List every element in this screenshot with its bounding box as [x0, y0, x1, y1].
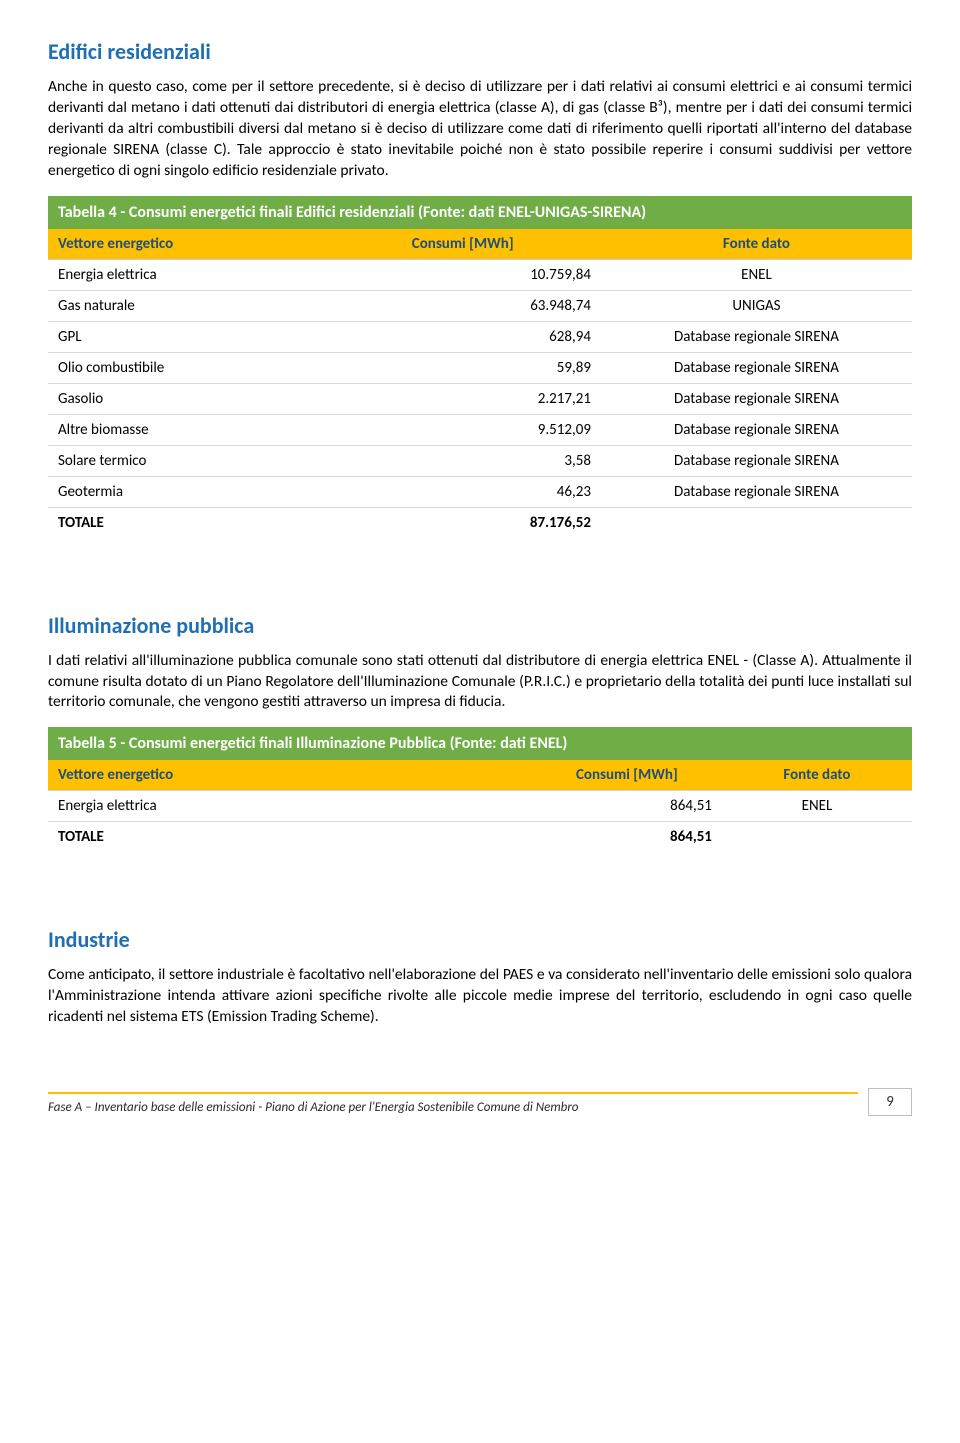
page-number: 9	[868, 1088, 912, 1116]
table-row: Olio combustibile59,89Database regionale…	[48, 352, 912, 383]
total-label: TOTALE	[48, 507, 324, 538]
total-value: 864,51	[532, 822, 722, 853]
cell-consumi: 9.512,09	[324, 414, 600, 445]
table-row: Gasolio2.217,21Database regionale SIRENA	[48, 383, 912, 414]
cell-vettore: Geotermia	[48, 476, 324, 507]
cell-vettore: Gasolio	[48, 383, 324, 414]
table5: Vettore energetico Consumi [MWh] Fonte d…	[48, 760, 912, 852]
cell-vettore: Energia elettrica	[48, 791, 532, 822]
cell-consumi: 59,89	[324, 352, 600, 383]
cell-consumi: 628,94	[324, 321, 600, 352]
page-footer: Fase A – Inventario base delle emissioni…	[48, 1088, 912, 1116]
section-heading-illuminazione: Illuminazione pubblica	[48, 612, 912, 639]
table5-title: Tabella 5 - Consumi energetici finali Il…	[48, 727, 912, 760]
cell-consumi: 864,51	[532, 791, 722, 822]
cell-vettore: Solare termico	[48, 445, 324, 476]
cell-consumi: 3,58	[324, 445, 600, 476]
total-empty	[722, 822, 912, 853]
table5-header-row: Vettore energetico Consumi [MWh] Fonte d…	[48, 760, 912, 791]
cell-fonte: Database regionale SIRENA	[601, 352, 912, 383]
section-heading-edifici: Edifici residenziali	[48, 38, 912, 65]
table-row: Geotermia46,23Database regionale SIRENA	[48, 476, 912, 507]
cell-fonte: Database regionale SIRENA	[601, 414, 912, 445]
table-row: Energia elettrica10.759,84ENEL	[48, 259, 912, 290]
table4-header-fonte: Fonte dato	[601, 229, 912, 260]
table4: Vettore energetico Consumi [MWh] Fonte d…	[48, 229, 912, 538]
cell-vettore: GPL	[48, 321, 324, 352]
cell-fonte: Database regionale SIRENA	[601, 476, 912, 507]
total-value: 87.176,52	[324, 507, 600, 538]
cell-consumi: 46,23	[324, 476, 600, 507]
section-para-edifici: Anche in questo caso, come per il settor…	[48, 77, 912, 182]
footer-text: Fase A – Inventario base delle emissioni…	[48, 1100, 578, 1115]
table-row: Altre biomasse9.512,09Database regionale…	[48, 414, 912, 445]
table4-header-vettore: Vettore energetico	[48, 229, 324, 260]
table-row: Gas naturale63.948,74UNIGAS	[48, 290, 912, 321]
total-label: TOTALE	[48, 822, 532, 853]
cell-fonte: Database regionale SIRENA	[601, 383, 912, 414]
section-para-industrie: Come anticipato, il settore industriale …	[48, 965, 912, 1028]
cell-consumi: 63.948,74	[324, 290, 600, 321]
table-total-row: TOTALE864,51	[48, 822, 912, 853]
table-total-row: TOTALE87.176,52	[48, 507, 912, 538]
cell-fonte: ENEL	[601, 259, 912, 290]
table5-header-fonte: Fonte dato	[722, 760, 912, 791]
table4-title: Tabella 4 - Consumi energetici finali Ed…	[48, 196, 912, 229]
total-empty	[601, 507, 912, 538]
table-row: Solare termico3,58Database regionale SIR…	[48, 445, 912, 476]
table-row: GPL628,94Database regionale SIRENA	[48, 321, 912, 352]
cell-fonte: Database regionale SIRENA	[601, 445, 912, 476]
cell-consumi: 2.217,21	[324, 383, 600, 414]
table5-header-vettore: Vettore energetico	[48, 760, 532, 791]
cell-vettore: Energia elettrica	[48, 259, 324, 290]
section-heading-industrie: Industrie	[48, 926, 912, 953]
section-para-illuminazione: I dati relativi all'illuminazione pubbli…	[48, 651, 912, 714]
table4-header-consumi: Consumi [MWh]	[324, 229, 600, 260]
table5-header-consumi: Consumi [MWh]	[532, 760, 722, 791]
cell-fonte: UNIGAS	[601, 290, 912, 321]
cell-consumi: 10.759,84	[324, 259, 600, 290]
table-row: Energia elettrica864,51ENEL	[48, 791, 912, 822]
cell-fonte: Database regionale SIRENA	[601, 321, 912, 352]
cell-fonte: ENEL	[722, 791, 912, 822]
cell-vettore: Gas naturale	[48, 290, 324, 321]
cell-vettore: Olio combustibile	[48, 352, 324, 383]
table4-header-row: Vettore energetico Consumi [MWh] Fonte d…	[48, 229, 912, 260]
cell-vettore: Altre biomasse	[48, 414, 324, 445]
